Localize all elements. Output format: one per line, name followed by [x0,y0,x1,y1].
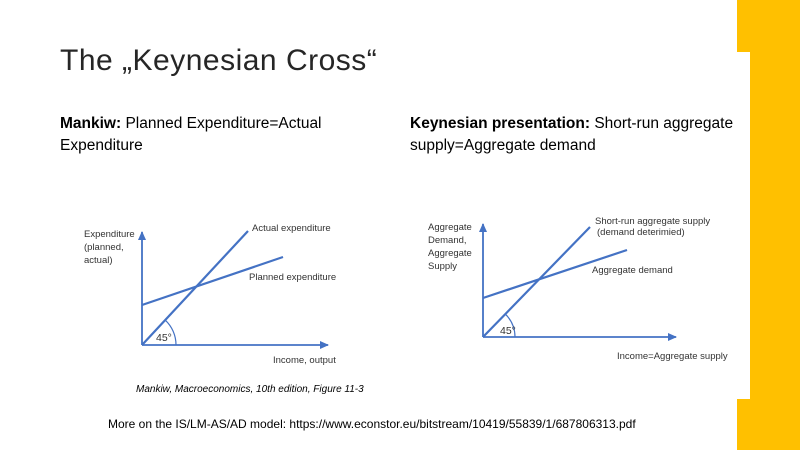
right-heading-bold: Keynesian presentation: [410,115,591,132]
left-heading: Mankiw: Planned Expenditure=Actual Expen… [60,113,395,157]
accent-bar-top [737,0,800,52]
accent-bar-middle [750,52,800,399]
short-run-aggregate-supply-label: Short-run aggregate supply [595,216,710,227]
right-heading-text: Short-run aggregate supply=Aggregate dem… [410,115,734,154]
mankiw-diagram: Expenditure (planned, actual) Actual exp… [78,215,368,380]
left-heading-bold: Mankiw: [60,115,122,132]
right-45-degree-arc [504,313,516,338]
right-x-axis-label: Income=Aggregate supply [617,351,728,362]
left-y-axis-label-line1: Expenditure [84,229,135,240]
left-angle-label: 45° [156,332,172,344]
right-y-axis-label-line2: Demand, [428,235,467,246]
right-y-axis-label-line1: Aggregate [428,222,472,233]
short-run-aggregate-supply-sublabel: (demand deterimied) [597,227,685,238]
left-y-axis-label-line3: actual) [84,255,113,266]
left-x-axis-label: Income, output [273,355,336,366]
right-angle-label: 45° [500,325,516,337]
left-heading-text: Planned Expenditure=Actual Expenditure [60,115,322,154]
slide-title: The „Keynesian Cross“ [60,44,378,77]
citation: Mankiw, Macroeconomics, 10th edition, Fi… [136,384,364,395]
right-y-axis-label-line3: Aggregate [428,248,472,259]
planned-expenditure-line [141,255,284,307]
right-y-axis-label-line4: Supply [428,261,457,272]
aggregate-demand-label: Aggregate demand [592,265,673,276]
right-heading: Keynesian presentation: Short-run aggreg… [410,113,745,157]
accent-bar-bottom [737,399,800,450]
aggregate-demand-line [482,248,628,300]
planned-expenditure-label: Planned expenditure [249,272,336,283]
short-run-aggregate-supply-line [482,226,591,338]
keynesian-diagram: Aggregate Demand, Aggregate Supply Short… [420,205,740,375]
left-y-axis-label-line2: (planned, [84,242,124,253]
footer-note: More on the IS/LM-AS/AD model: https://w… [108,417,636,431]
actual-expenditure-label: Actual expenditure [252,223,331,234]
left-45-degree-arc [164,319,177,346]
